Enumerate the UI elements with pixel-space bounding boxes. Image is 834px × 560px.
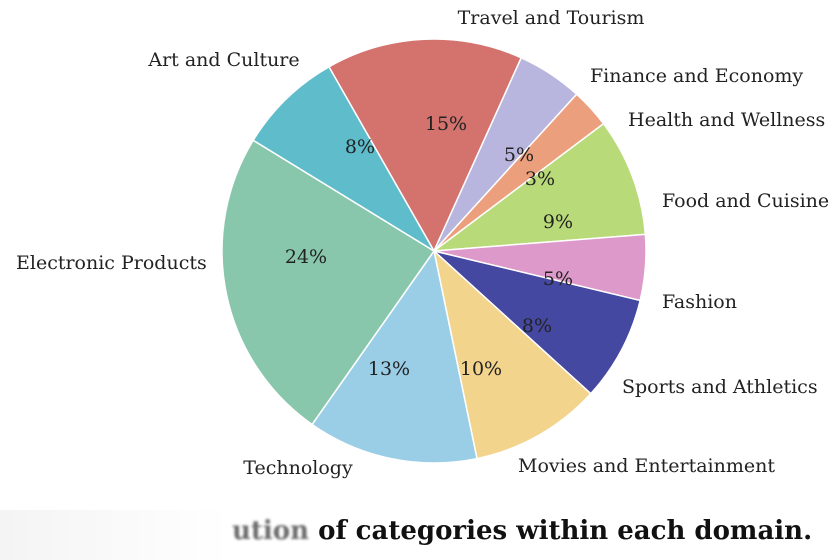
pie-slice (252, 65, 435, 252)
slice-percent-label: 8% (522, 315, 552, 337)
slice-percent-label: 13% (368, 358, 410, 380)
slice-category-label: Electronic Products (16, 252, 207, 274)
caption-text: of categories within each domain. (309, 516, 813, 546)
slice-percent-label: 10% (460, 358, 502, 380)
slice-percent-label: 5% (543, 268, 573, 290)
slice-percent-label: 8% (345, 136, 375, 158)
pie-slices (221, 38, 647, 464)
pie-chart: 15%5%3%9%5%8%10%13%24%8% Travel and Tour… (16, 7, 829, 479)
slice-category-label: Movies and Entertainment (518, 455, 775, 477)
slice-category-label: Sports and Athletics (622, 376, 818, 398)
cropped-caption-fade (0, 510, 230, 560)
slice-percent-label: 24% (285, 246, 327, 268)
slice-percent-label: 3% (525, 168, 555, 190)
slice-percent-label: 5% (504, 144, 534, 166)
slice-category-label: Art and Culture (147, 49, 299, 71)
pie-slice (431, 122, 647, 252)
slice-category-label: Technology (243, 457, 353, 479)
pie-slice (311, 249, 478, 464)
caption-blurred-prefix: ution (232, 516, 310, 546)
pie-slice (221, 139, 436, 426)
slice-category-label: Health and Wellness (628, 109, 825, 131)
slice-percent-label: 15% (425, 113, 467, 135)
slice-percent-label: 9% (543, 211, 573, 233)
pie-slice (327, 38, 523, 253)
slice-category-label: Travel and Tourism (458, 7, 645, 29)
percentage-labels: 15%5%3%9%5%8%10%13%24%8% (285, 113, 573, 380)
figure-caption: ution of categories within each domain. (232, 516, 812, 546)
pie-slice (433, 250, 642, 395)
slice-category-label: Finance and Economy (590, 65, 803, 87)
pie-slice (432, 248, 592, 460)
slice-category-label: Fashion (662, 291, 737, 313)
slice-category-label: Food and Cuisine (662, 190, 829, 212)
category-labels: Travel and Tourism Finance and Economy Hea… (16, 7, 829, 479)
